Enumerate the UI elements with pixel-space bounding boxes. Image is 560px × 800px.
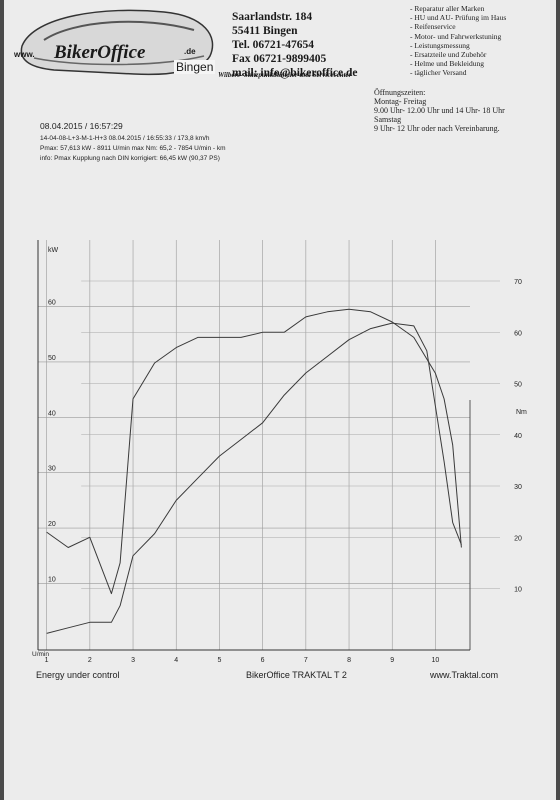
- x-tick-label: 6: [261, 657, 265, 664]
- address-line: Fax 06721-9899405: [232, 53, 327, 65]
- logo-tld: .de: [184, 47, 196, 56]
- x-tick-label: 7: [304, 657, 308, 664]
- service-item: - Leistungsmessung: [410, 40, 470, 50]
- logo-www: www.: [14, 50, 35, 59]
- service-item: - täglicher Versand: [410, 68, 467, 78]
- shop-address: Saarlandstr. 184 55411 Bingen Tel. 06721…: [232, 10, 357, 80]
- service-item: - Helme und Bekleidung: [410, 59, 484, 69]
- hours-line: 9.00 Uhr- 12.00 Uhr und 14 Uhr- 18 Uhr: [374, 106, 505, 115]
- power-curve: [46, 322, 462, 634]
- service-item: - Motor- und Fahrwerkstuning: [410, 31, 502, 41]
- chart-axes: [37, 240, 471, 651]
- y-right-tick-label: 10: [514, 587, 522, 594]
- footer-left: Energy under control: [36, 670, 120, 680]
- y-axis-right-label: Nm: [516, 409, 527, 416]
- footer-right: www.Traktal.com: [430, 670, 499, 680]
- service-item: - Reparatur aller Marken: [410, 4, 485, 13]
- hours-line: Samstag: [374, 115, 402, 124]
- run-info: 14-04-08-L+3-M-1-H+3 08.04.2015 / 16:55:…: [40, 135, 210, 142]
- address-line: 55411 Bingen: [232, 25, 298, 37]
- x-tick-label: 3: [131, 657, 135, 664]
- chart-ticks: 1 2 3 4 5 6 7 8 9 10 10 20 30 40 50 60 10 20 30 40 50 60 70: [45, 279, 522, 664]
- service-item: - Reifenservice: [410, 22, 456, 32]
- x-tick-label: 9: [390, 657, 394, 664]
- y-left-tick-label: 30: [48, 466, 56, 473]
- y-right-tick-label: 70: [514, 279, 522, 286]
- y-left-tick-label: 40: [48, 410, 56, 417]
- x-tick-label: 10: [432, 657, 440, 664]
- service-item: - Ersatzteile und Zubehör: [410, 50, 487, 60]
- y-axis-left-label: kW: [48, 247, 59, 254]
- hours-line: Öffnungszeiten:: [374, 88, 426, 97]
- chart-grid: [38, 240, 500, 650]
- opening-hours: Öffnungszeiten: Montag- Freitag 9.00 Uhr…: [374, 88, 505, 133]
- x-tick-label: 4: [174, 657, 178, 664]
- x-tick-label: 8: [347, 657, 351, 664]
- x-tick-label: 2: [88, 657, 92, 664]
- hours-line: 9 Uhr- 12 Uhr oder nach Vereinbarung.: [374, 124, 500, 133]
- chart-series: [46, 308, 462, 634]
- logo-brand: BikerOffice: [54, 42, 146, 63]
- services-list: - Reparatur aller Marken - HU und AU- Pr…: [410, 4, 506, 78]
- x-axis-label: U/min: [32, 651, 49, 658]
- y-right-tick-label: 40: [514, 433, 522, 440]
- correction-info: info: Pmax Kupplung nach DIN korrigiert:…: [40, 155, 220, 162]
- x-tick-label: 5: [217, 657, 221, 664]
- x-tick-label: 1: [45, 657, 49, 664]
- y-left-tick-label: 20: [48, 521, 56, 528]
- y-right-tick-label: 20: [514, 535, 522, 542]
- address-line: Tel. 06721-47654: [232, 39, 314, 51]
- y-right-tick-label: 30: [514, 484, 522, 491]
- service-item: - HU und AU- Prüfung im Haus: [410, 13, 507, 23]
- y-left-tick-label: 10: [48, 577, 56, 584]
- pmax-info: Pmax: 57,613 kW - 8911 U/min max Nm: 65,…: [40, 145, 226, 152]
- bikeroffice-logo: www. BikerOffice .de Bingen: [14, 6, 220, 78]
- y-right-tick-label: 60: [514, 330, 522, 337]
- logo-city: Bingen: [174, 60, 216, 74]
- logo-swoosh-icon: [20, 9, 214, 76]
- y-right-tick-label: 50: [514, 382, 522, 389]
- footer-center: BikerOffice TRAKTAL T 2: [246, 670, 347, 680]
- torque-curve: [46, 308, 462, 595]
- address-line: mail: info@bikeroffice.de: [232, 67, 358, 79]
- tagline: Wilbers- Stützpunkthändler und Servicece…: [218, 71, 352, 79]
- y-left-tick-label: 60: [48, 299, 56, 306]
- y-left-tick-label: 50: [48, 355, 56, 362]
- address-line: Saarlandstr. 184: [232, 11, 313, 23]
- hours-line: Montag- Freitag: [374, 97, 427, 106]
- measurement-datetime: 08.04.2015 / 16:57:29: [40, 121, 123, 131]
